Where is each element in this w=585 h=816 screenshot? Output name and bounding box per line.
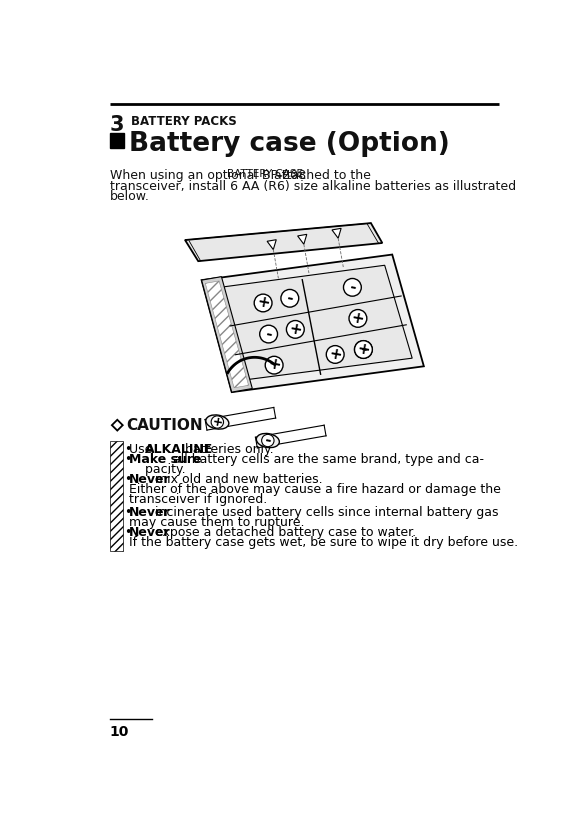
Polygon shape (332, 228, 341, 238)
Ellipse shape (287, 321, 304, 339)
Text: +: + (267, 357, 282, 374)
Ellipse shape (260, 326, 277, 343)
Polygon shape (202, 255, 424, 392)
Text: transceiver, install 6 AA (R6) size alkaline batteries as illustrated: transceiver, install 6 AA (R6) size alka… (109, 180, 515, 193)
Ellipse shape (355, 340, 372, 358)
Text: may cause them to rupture.: may cause them to rupture. (129, 516, 304, 529)
Text: +: + (350, 310, 366, 327)
Text: all battery cells are the same brand, type and ca-: all battery cells are the same brand, ty… (170, 453, 484, 466)
Text: +: + (356, 341, 371, 358)
Polygon shape (267, 240, 276, 250)
Bar (109, 441, 123, 551)
Text: -: - (285, 290, 294, 306)
Ellipse shape (355, 340, 372, 358)
Text: •: • (124, 526, 132, 539)
Text: •: • (124, 506, 132, 519)
Text: ALKALINE: ALKALINE (144, 443, 213, 456)
Text: +: + (256, 295, 271, 312)
Polygon shape (202, 277, 252, 392)
Polygon shape (214, 265, 412, 380)
Polygon shape (298, 234, 307, 244)
Text: Never: Never (129, 506, 171, 519)
Ellipse shape (326, 346, 344, 363)
Ellipse shape (343, 278, 362, 296)
Text: batteries only.: batteries only. (181, 443, 273, 456)
Polygon shape (205, 281, 249, 388)
Ellipse shape (256, 433, 280, 448)
Text: CAUTION: CAUTION (126, 418, 202, 432)
Text: If the battery case gets wet, be sure to wipe it dry before use.: If the battery case gets wet, be sure to… (129, 536, 518, 549)
Text: Either of the above may cause a fire hazard or damage the: Either of the above may cause a fire haz… (129, 483, 501, 496)
Text: expose a detached battery case to water.: expose a detached battery case to water. (152, 526, 417, 539)
Ellipse shape (211, 416, 223, 428)
Text: 10: 10 (109, 725, 129, 738)
Bar (109, 132, 123, 148)
Ellipse shape (261, 434, 274, 446)
Ellipse shape (349, 309, 367, 327)
Ellipse shape (281, 290, 299, 307)
Ellipse shape (254, 294, 272, 312)
Text: Never: Never (129, 473, 171, 486)
Text: -: - (348, 279, 357, 295)
Text: +: + (211, 415, 223, 429)
Text: •: • (124, 453, 132, 466)
Text: Battery case (Option): Battery case (Option) (129, 131, 450, 157)
Text: BATTERY PACKS: BATTERY PACKS (131, 115, 237, 128)
Text: -: - (264, 326, 273, 342)
Polygon shape (185, 223, 383, 261)
Text: pacity.: pacity. (129, 463, 185, 476)
Text: Use: Use (129, 443, 156, 456)
Ellipse shape (206, 415, 229, 429)
Text: +: + (288, 321, 303, 338)
Text: Make sure: Make sure (129, 453, 201, 466)
Text: Never: Never (129, 526, 171, 539)
Ellipse shape (265, 357, 283, 374)
Text: +: + (328, 346, 343, 363)
Text: transceiver if ignored.: transceiver if ignored. (129, 493, 267, 506)
Text: -: - (263, 432, 272, 449)
Text: incinerate used battery cells since internal battery gas: incinerate used battery cells since inte… (152, 506, 499, 519)
Text: -: - (359, 342, 368, 357)
Text: •: • (124, 443, 132, 456)
Text: below.: below. (109, 190, 149, 203)
Text: •: • (124, 473, 132, 486)
Text: attached to the: attached to the (270, 169, 371, 182)
Text: When using an optional BP-208: When using an optional BP-208 (109, 169, 309, 182)
Text: BATTERY CASE: BATTERY CASE (227, 169, 303, 179)
Text: mix old and new batteries.: mix old and new batteries. (152, 473, 323, 486)
Text: 3: 3 (109, 115, 124, 135)
